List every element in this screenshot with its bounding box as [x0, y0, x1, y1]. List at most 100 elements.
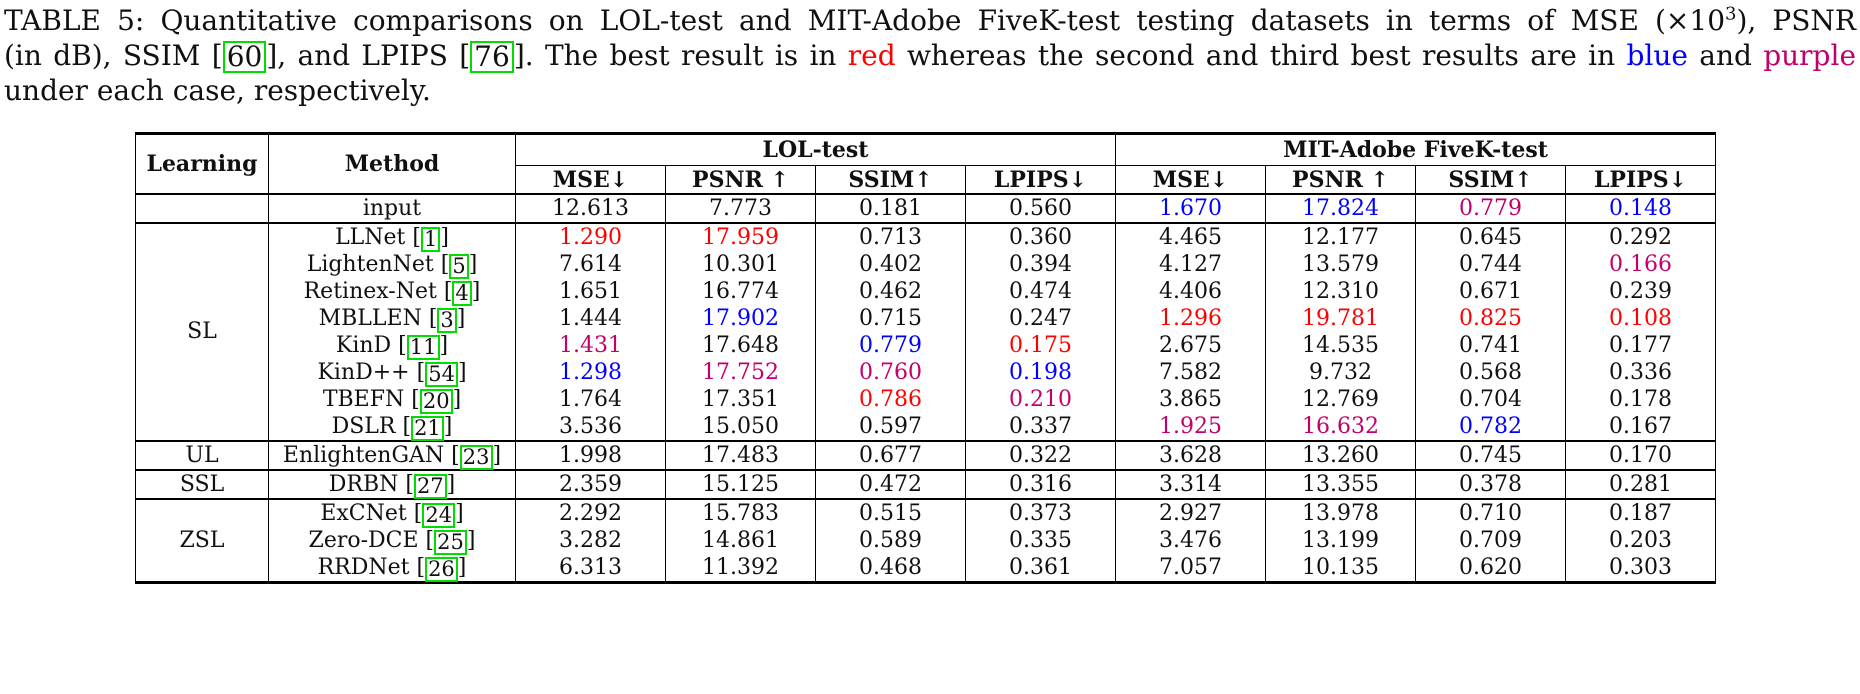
citation-link[interactable]: 27 [413, 473, 447, 499]
metric-header: PSNR ↑ [665, 165, 816, 195]
table-row: MBLLEN [3] 1.444 17.902 0.715 0.247 1.296 19.7… [136, 305, 1717, 333]
metric-value-cell: 17.648 [665, 332, 816, 359]
metric-value-cell: 0.462 [815, 278, 966, 305]
metric-value-cell: 0.709 [1415, 527, 1567, 554]
metric-value-cell: 12.177 [1265, 222, 1417, 251]
table-row: input 12.613 7.773 0.181 0.560 1.670 17.824 0.7… [135, 194, 1717, 223]
citation-link[interactable]: 60 [222, 41, 267, 73]
citation-link[interactable]: 5 [449, 253, 469, 279]
metric-value-cell: 0.239 [1565, 278, 1717, 305]
metric-value-cell: 12.310 [1265, 278, 1417, 305]
metric-value-cell: 7.057 [1115, 554, 1267, 583]
method-cell: KinD [11] [268, 332, 516, 360]
metric-value-cell: 0.210 [964, 386, 1117, 413]
citation-link[interactable]: 11 [406, 334, 440, 360]
caption-text: ]. The best result is in [513, 39, 848, 72]
metric-value-cell: 0.741 [1415, 332, 1567, 359]
metric-value-cell: 1.444 [515, 305, 666, 332]
citation-link[interactable]: 3 [437, 307, 457, 333]
metric-value-cell: 0.779 [815, 332, 966, 359]
metric-value-cell: 0.515 [815, 498, 966, 527]
citation-link[interactable]: 23 [459, 444, 493, 470]
metric-value-cell: 1.670 [1115, 194, 1267, 223]
method-cell: RRDNet [26] [268, 554, 516, 583]
metric-value-cell: 0.825 [1415, 305, 1567, 332]
metric-value-cell: 14.861 [665, 527, 816, 554]
results-table-container: Learning Method LOL-test MIT-Adobe FiveK-te… [135, 132, 1860, 584]
method-cell: input [268, 194, 516, 223]
citation-link[interactable]: 1 [420, 226, 441, 252]
metric-value-cell: 11.392 [665, 554, 816, 583]
method-cell: LLNet [1] [268, 222, 516, 252]
caption-text: purple [1763, 39, 1857, 72]
metric-value-cell: 14.535 [1265, 332, 1417, 359]
metric-value-cell: 0.360 [964, 222, 1117, 251]
metric-value-cell: 3.314 [1115, 469, 1267, 499]
metric-value-cell: 2.927 [1115, 498, 1267, 527]
method-cell: Zero-DCE [25] [268, 527, 516, 555]
method-cell: MBLLEN [3] [268, 305, 516, 333]
metric-value-cell: 0.335 [964, 527, 1117, 554]
metric-value-cell: 15.783 [665, 498, 816, 527]
metric-value-cell: 3.282 [515, 527, 666, 554]
metric-value-cell: 0.336 [1565, 359, 1717, 386]
table-row: UL EnlightenGAN [23] 1.998 17.483 0.677 0.322… [135, 440, 1717, 470]
metric-value-cell: 0.187 [1565, 498, 1717, 527]
method-cell: LightenNet [5] [268, 251, 516, 279]
citation-link[interactable]: 26 [425, 556, 458, 582]
table-row: Zero-DCE [25] 3.282 14.861 0.589 0.335 3.476 1… [136, 527, 1717, 555]
metric-value-cell: 0.786 [815, 386, 966, 413]
table-row: RRDNet [26] 6.313 11.392 0.468 0.361 7.057 10.… [136, 554, 1717, 583]
metric-value-cell: 17.959 [665, 222, 816, 251]
citation-link[interactable]: 76 [470, 41, 514, 73]
citation-link[interactable]: 25 [434, 529, 467, 555]
metric-value-cell: 0.322 [964, 440, 1117, 470]
metric-value-cell: 0.472 [815, 469, 966, 499]
metric-value-cell: 0.167 [1565, 413, 1717, 441]
metric-header: LPIPS↓ [1565, 165, 1717, 195]
metric-value-cell: 12.769 [1265, 386, 1417, 413]
metric-value-cell: 17.824 [1265, 194, 1417, 223]
metric-value-cell: 0.177 [1565, 332, 1717, 359]
metric-value-cell: 13.579 [1265, 251, 1417, 278]
method-cell: Retinex-Net [4] [268, 278, 516, 306]
citation-link[interactable]: 20 [419, 388, 453, 414]
metric-value-cell: 0.779 [1415, 194, 1567, 223]
metric-value-cell: 0.715 [815, 305, 966, 332]
metric-header: MSE↓ [515, 165, 666, 195]
citation-link[interactable]: 4 [452, 280, 472, 306]
metric-value-cell: 17.902 [665, 305, 816, 332]
metric-value-cell: 0.178 [1565, 386, 1717, 413]
header-row-groups: Learning Method LOL-test MIT-Adobe FiveK-te… [135, 133, 1717, 195]
citation-link[interactable]: 21 [411, 415, 444, 441]
metric-header: SSIM↑ [1415, 165, 1567, 195]
learning-group-cell [135, 194, 269, 223]
metric-value-cell: 13.355 [1265, 469, 1417, 499]
metric-value-cell: 6.313 [515, 554, 666, 583]
table-row: KinD++ [54] 1.298 17.752 0.760 0.198 7.582 9.7… [136, 359, 1717, 387]
metric-value-cell: 0.316 [964, 469, 1117, 499]
metric-value-cell: 0.378 [1415, 469, 1567, 499]
citation-link[interactable]: 54 [425, 361, 458, 387]
metric-value-cell: 10.135 [1265, 554, 1417, 583]
caption-line: (in dB), SSIM [60], and LPIPS [76]. The … [4, 38, 1856, 73]
metric-value-cell: 10.301 [665, 251, 816, 278]
metric-value-cell: 0.247 [964, 305, 1117, 332]
caption-text: under each case, respectively. [4, 74, 431, 107]
metric-value-cell: 13.260 [1265, 440, 1417, 470]
metric-value-cell: 3.628 [1115, 440, 1267, 470]
caption-text: ), PSNR [1736, 4, 1857, 37]
group-header-lol-test: LOL-test [514, 133, 1117, 166]
caption-line: TABLE 5: Quantitative comparisons on LOL… [4, 3, 1856, 38]
metric-value-cell: 4.465 [1115, 222, 1267, 251]
metric-value-cell: 9.732 [1265, 359, 1417, 386]
table-row: ZSL ExCNet [24] 2.292 15.783 0.515 0.373 2.927… [135, 498, 1717, 583]
citation-link[interactable]: 24 [422, 502, 456, 528]
metric-value-cell: 0.166 [1565, 251, 1717, 278]
metric-value-cell: 0.568 [1415, 359, 1567, 386]
method-cell: DSLR [21] [268, 413, 516, 441]
metric-value-cell: 16.632 [1265, 413, 1417, 441]
metric-value-cell: 0.620 [1415, 554, 1567, 583]
metric-value-cell: 15.125 [665, 469, 816, 499]
metric-value-cell: 0.597 [815, 413, 966, 441]
